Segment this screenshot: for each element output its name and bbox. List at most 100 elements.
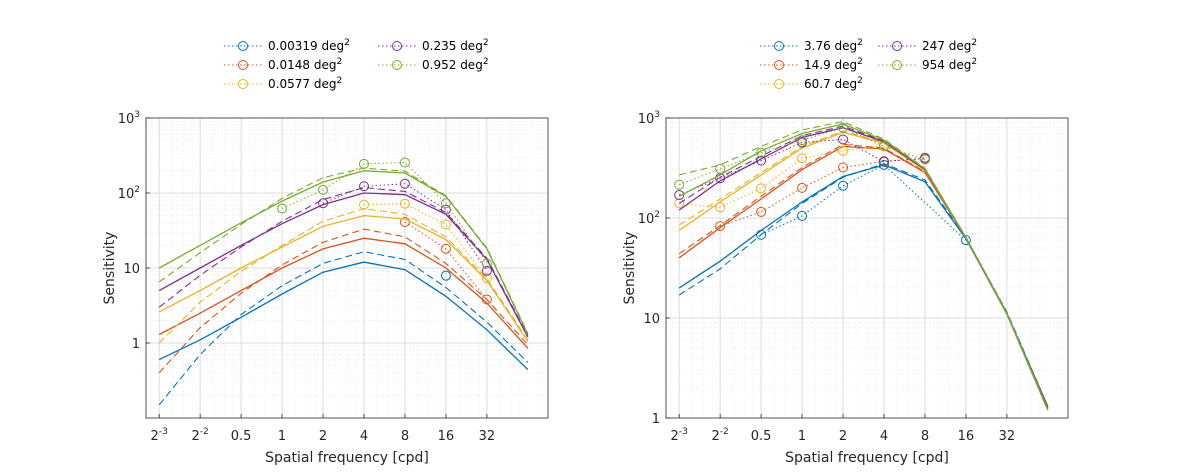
legend-unit: deg — [835, 77, 858, 91]
series-fit-dashed-line-0.0577 — [158, 208, 529, 344]
series-fit-dashed-line-954 — [679, 121, 1049, 411]
series-fit-dashed-line-0.0148 — [158, 228, 529, 374]
x-tick-label: 1 — [278, 429, 286, 444]
data-point-60.7 — [756, 183, 767, 194]
grid-lines — [666, 118, 1068, 418]
series-fit-line-0.0577 — [158, 214, 529, 342]
legend-entry-14.9: 14.9 deg2 — [804, 57, 863, 72]
series-fit-line-0.0148 — [158, 237, 529, 349]
legend-marker-0.235 — [392, 41, 402, 51]
x-tick-label: 2-3 — [151, 427, 168, 444]
y-tick-label: 10 — [123, 262, 140, 277]
series-measured-line-0.235 — [322, 183, 488, 271]
x-tick-label-base: 2 — [192, 429, 200, 444]
x-tick-label-exponent: -2 — [200, 427, 209, 437]
legend-unit: deg — [835, 39, 858, 53]
data-point-0.0577 — [399, 198, 410, 209]
data-point-954 — [674, 179, 685, 190]
x-tick-label: 2 — [319, 429, 327, 444]
x-tick-label-base: 4 — [360, 429, 368, 444]
series-fit-dashed-line-0.952 — [158, 167, 529, 334]
legend-unit-exponent: 2 — [857, 57, 863, 67]
series-fit-dashed-line-0.00319 — [158, 251, 529, 406]
data-point-247 — [756, 155, 767, 166]
x-tick-label-base: 8 — [401, 429, 409, 444]
legend-value: 3.76 — [804, 39, 831, 53]
data-point-0.952 — [359, 158, 370, 169]
legend-unit: deg — [949, 58, 972, 72]
data-point-0.0148 — [481, 294, 492, 305]
legend-unit-exponent: 2 — [344, 38, 350, 48]
y-axis-label: Sensitivity — [102, 232, 118, 305]
axes-box — [665, 117, 1069, 419]
legend-unit: deg — [321, 39, 344, 53]
data-point-14.9 — [715, 221, 726, 232]
x-tick-label: 32 — [479, 429, 496, 444]
data-point-0.235 — [318, 198, 329, 209]
x-tick-label-base: 16 — [438, 429, 455, 444]
x-tick-label-exponent: -3 — [159, 427, 168, 437]
legend-value: 0.0577 — [268, 77, 310, 91]
data-point-0.235 — [399, 178, 410, 189]
x-tick-label-exponent: -2 — [720, 427, 729, 437]
legend-value: 247 — [922, 39, 945, 53]
data-point-0.952 — [318, 184, 329, 195]
data-point-954 — [797, 135, 808, 146]
data-point-954 — [838, 122, 849, 133]
data-point-0.952 — [399, 157, 410, 168]
series-fit-line-0.235 — [158, 192, 529, 338]
legend-entry-3.76: 3.76 deg2 — [804, 38, 863, 53]
legend-marker-247 — [892, 41, 902, 51]
data-point-60.7 — [715, 202, 726, 213]
y-tick-label: 10 — [643, 312, 660, 327]
data-point-3.76 — [797, 210, 808, 221]
legend-value: 954 — [922, 58, 945, 72]
data-point-3.76 — [879, 159, 890, 170]
series-measured-line-247 — [679, 138, 926, 196]
data-point-14.9 — [756, 206, 767, 217]
legend-unit-exponent: 2 — [336, 57, 342, 67]
x-tick-label-exponent: -3 — [679, 427, 688, 437]
x-tick-label-base: 2 — [319, 429, 327, 444]
y-axis-label: Sensitivity — [622, 232, 638, 305]
y-tick-label: 102 — [118, 185, 140, 202]
x-tick-label: 1 — [798, 429, 806, 444]
x-tick-label-base: 2 — [839, 429, 847, 444]
legend-marker-14.9 — [774, 60, 784, 70]
legend-value: 0.0148 — [268, 58, 310, 72]
data-point-247 — [797, 137, 808, 148]
legend-unit: deg — [460, 58, 483, 72]
legend-marker-60.7 — [774, 79, 784, 89]
legend-value: 14.9 — [804, 58, 831, 72]
legend-value: 0.952 — [422, 58, 456, 72]
data-point-0.235 — [359, 181, 370, 192]
y-tick-label: 1 — [652, 412, 660, 427]
y-tick-label: 103 — [118, 110, 140, 127]
x-tick-label: 2-3 — [671, 427, 688, 444]
series-measured-line-0.0577 — [363, 203, 488, 279]
legend-entry-247: 247 deg2 — [922, 38, 977, 53]
x-tick-label-base: 2 — [151, 429, 159, 444]
grid-lines — [146, 118, 548, 418]
legend-unit-exponent: 2 — [971, 57, 977, 67]
x-tick-label-base: 4 — [880, 429, 888, 444]
y-tick-label-base: 10 — [643, 312, 660, 327]
legend-unit-exponent: 2 — [336, 76, 342, 86]
data-point-0.0577 — [481, 273, 492, 284]
series-fit-line-0.952 — [158, 170, 529, 335]
data-point-3.76 — [960, 235, 971, 246]
legend-entry-0.0577: 0.0577 deg2 — [268, 76, 342, 91]
legend-entry-0.0148: 0.0148 deg2 — [268, 57, 342, 72]
data-point-0.0148 — [440, 243, 451, 254]
legend-marker-0.952 — [392, 60, 402, 70]
x-tick-label: 16 — [958, 429, 975, 444]
x-tick-label: 8 — [401, 429, 409, 444]
y-tick-label-exponent: 2 — [654, 210, 660, 220]
legend-unit: deg — [314, 58, 337, 72]
x-tick-label-base: 2 — [712, 429, 720, 444]
legend-unit-exponent: 2 — [483, 57, 489, 67]
x-tick-label: 32 — [999, 429, 1016, 444]
data-point-247 — [838, 134, 849, 145]
legend-unit-exponent: 2 — [857, 76, 863, 86]
